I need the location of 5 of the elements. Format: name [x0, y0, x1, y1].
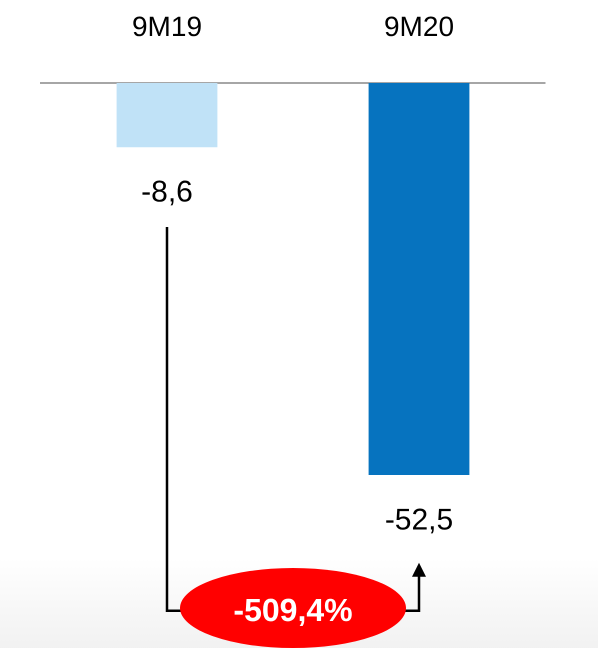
text: -509,4% — [233, 592, 353, 628]
x-tick-label: 9M20 — [384, 10, 454, 42]
data-label: -8,6 — [141, 175, 193, 208]
x-tick-label: 9M19 — [132, 10, 202, 42]
data-label: -52,5 — [384, 503, 454, 536]
